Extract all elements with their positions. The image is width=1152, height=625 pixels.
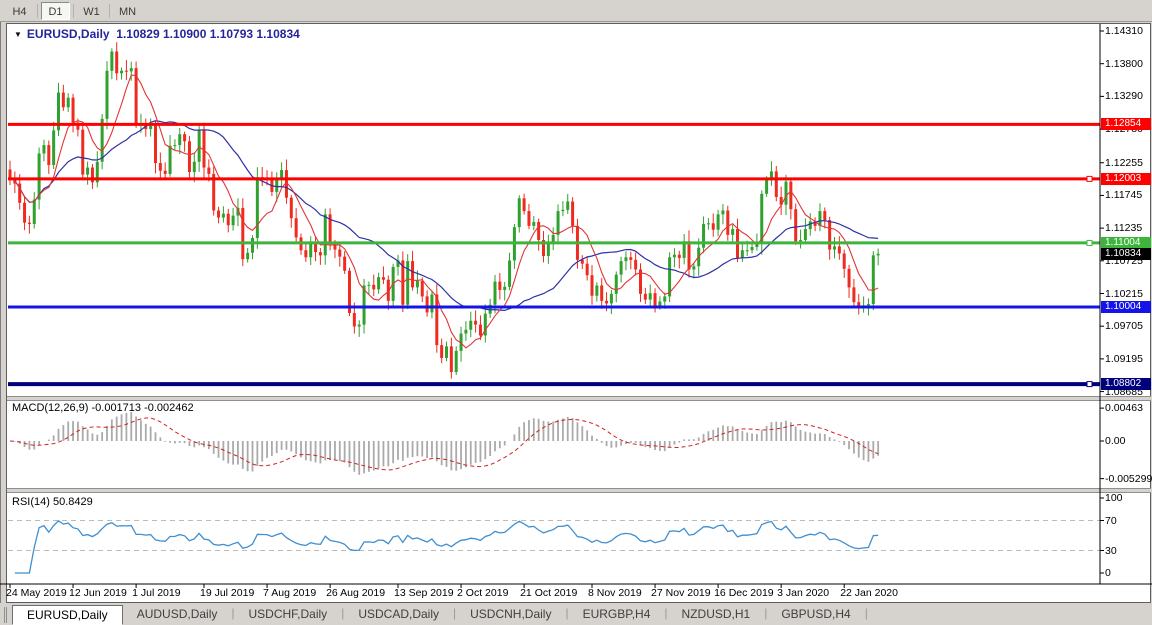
rsi-tick-label: 0 [1105,567,1111,579]
chart-ohlc-values: 1.10829 1.10900 1.10793 1.10834 [116,27,300,41]
date-tick-label: 2 Oct 2019 [457,587,509,599]
rsi-tick-label: 70 [1105,514,1117,527]
tab-separator: | [864,606,868,620]
price-tick-label: 1.13290 [1105,90,1143,103]
toolbar-separator [109,3,110,18]
chart-tab-eurusd[interactable]: EURUSD,Daily [12,605,123,625]
timeframe-button-h4[interactable]: H4 [12,5,27,18]
date-tick-label: 22 Jan 2020 [840,587,898,599]
tab-separator: | [664,606,668,620]
chart-tab-bar: EURUSD,Daily AUDUSD,Daily | USDCHF,Daily | US… [0,603,1152,625]
date-tick-label: 8 Nov 2019 [588,587,642,599]
macd-tick-label: -0.005299 [1105,472,1152,485]
chart-tab-gbpusd[interactable]: GBPUSD,H4 [781,607,851,621]
date-tick-label: 16 Dec 2019 [714,587,774,599]
timeframe-button-mn[interactable]: MN [118,5,137,18]
tab-separator: | [231,606,235,620]
price-level-badge: 1.12003 [1101,172,1151,185]
chart-window[interactable] [6,23,1151,603]
price-tick-label: 1.10215 [1105,287,1143,300]
chart-tab-eurgbp[interactable]: EURGBP,H4 [582,607,651,621]
rsi-tick-label: 30 [1105,544,1117,557]
pane-splitter-rsi[interactable] [7,488,1151,493]
toolbar-separator [73,3,74,18]
pane-splitter-macd[interactable] [7,396,1151,401]
tab-separator: | [453,606,457,620]
price-tick-label: 1.11745 [1105,189,1143,202]
price-level-badge: 1.11004 [1101,236,1151,249]
macd-tick-label: 0.00463 [1105,402,1143,415]
date-tick-label: 3 Jan 2020 [777,587,830,599]
chart-tab-usdcad[interactable]: USDCAD,Daily [358,607,439,621]
price-level-badge: 1.10004 [1101,301,1151,314]
chevron-down-icon[interactable]: ▼ [14,30,22,39]
macd-tick-label: 0.00 [1105,435,1126,447]
timeframe-button-d1[interactable]: D1 [41,1,70,20]
tab-separator: | [341,606,345,620]
chart-tab-nzdusd[interactable]: NZDUSD,H1 [681,607,751,621]
date-tick-label: 24 May 2019 [6,587,67,599]
date-tick-label: 19 Jul 2019 [200,587,255,599]
chart-tab-usdcnh[interactable]: USDCNH,Daily [470,607,552,621]
date-tick-label: 13 Sep 2019 [394,587,454,599]
date-tick-label: 12 Jun 2019 [69,587,127,599]
date-tick-label: 21 Oct 2019 [520,587,578,599]
timeframe-toolbar: H4 D1 W1 MN [0,0,1152,22]
date-tick-label: 1 Jul 2019 [132,587,181,599]
chart-title: ▼ EURUSD,Daily 1.10829 1.10900 1.10793 1.… [14,27,300,41]
chart-tab-audusd[interactable]: AUDUSD,Daily [136,607,218,621]
price-tick-label: 1.11235 [1105,222,1143,235]
tab-separator: | [764,606,768,620]
chart-tab-usdchf[interactable]: USDCHF,Daily [248,607,328,621]
price-tick-label: 1.09195 [1105,352,1143,365]
date-tick-label: 27 Nov 2019 [651,587,711,599]
toolbar-separator [37,3,38,18]
price-tick-label: 1.09705 [1105,320,1143,333]
price-level-badge: 1.12854 [1101,118,1151,131]
price-level-badge: 1.08802 [1101,378,1151,391]
tabbar-grip [4,607,7,623]
rsi-tick-label: 100 [1105,492,1123,504]
price-level-badge: 1.10834 [1101,247,1151,260]
chart-symbol-label: EURUSD,Daily [26,27,110,41]
date-tick-label: 26 Aug 2019 [326,587,386,599]
tab-separator: | [565,606,569,620]
price-tick-label: 1.12255 [1105,156,1143,169]
price-tick-label: 1.14310 [1105,25,1143,37]
date-tick-label: 7 Aug 2019 [263,587,317,599]
rsi-indicator-label: RSI(14) 50.8429 [12,496,93,508]
window-edge [0,22,1,625]
macd-indicator-label: MACD(12,26,9) -0.001713 -0.002462 [12,402,194,414]
price-tick-label: 1.13800 [1105,57,1143,70]
timeframe-button-w1[interactable]: W1 [83,5,100,18]
